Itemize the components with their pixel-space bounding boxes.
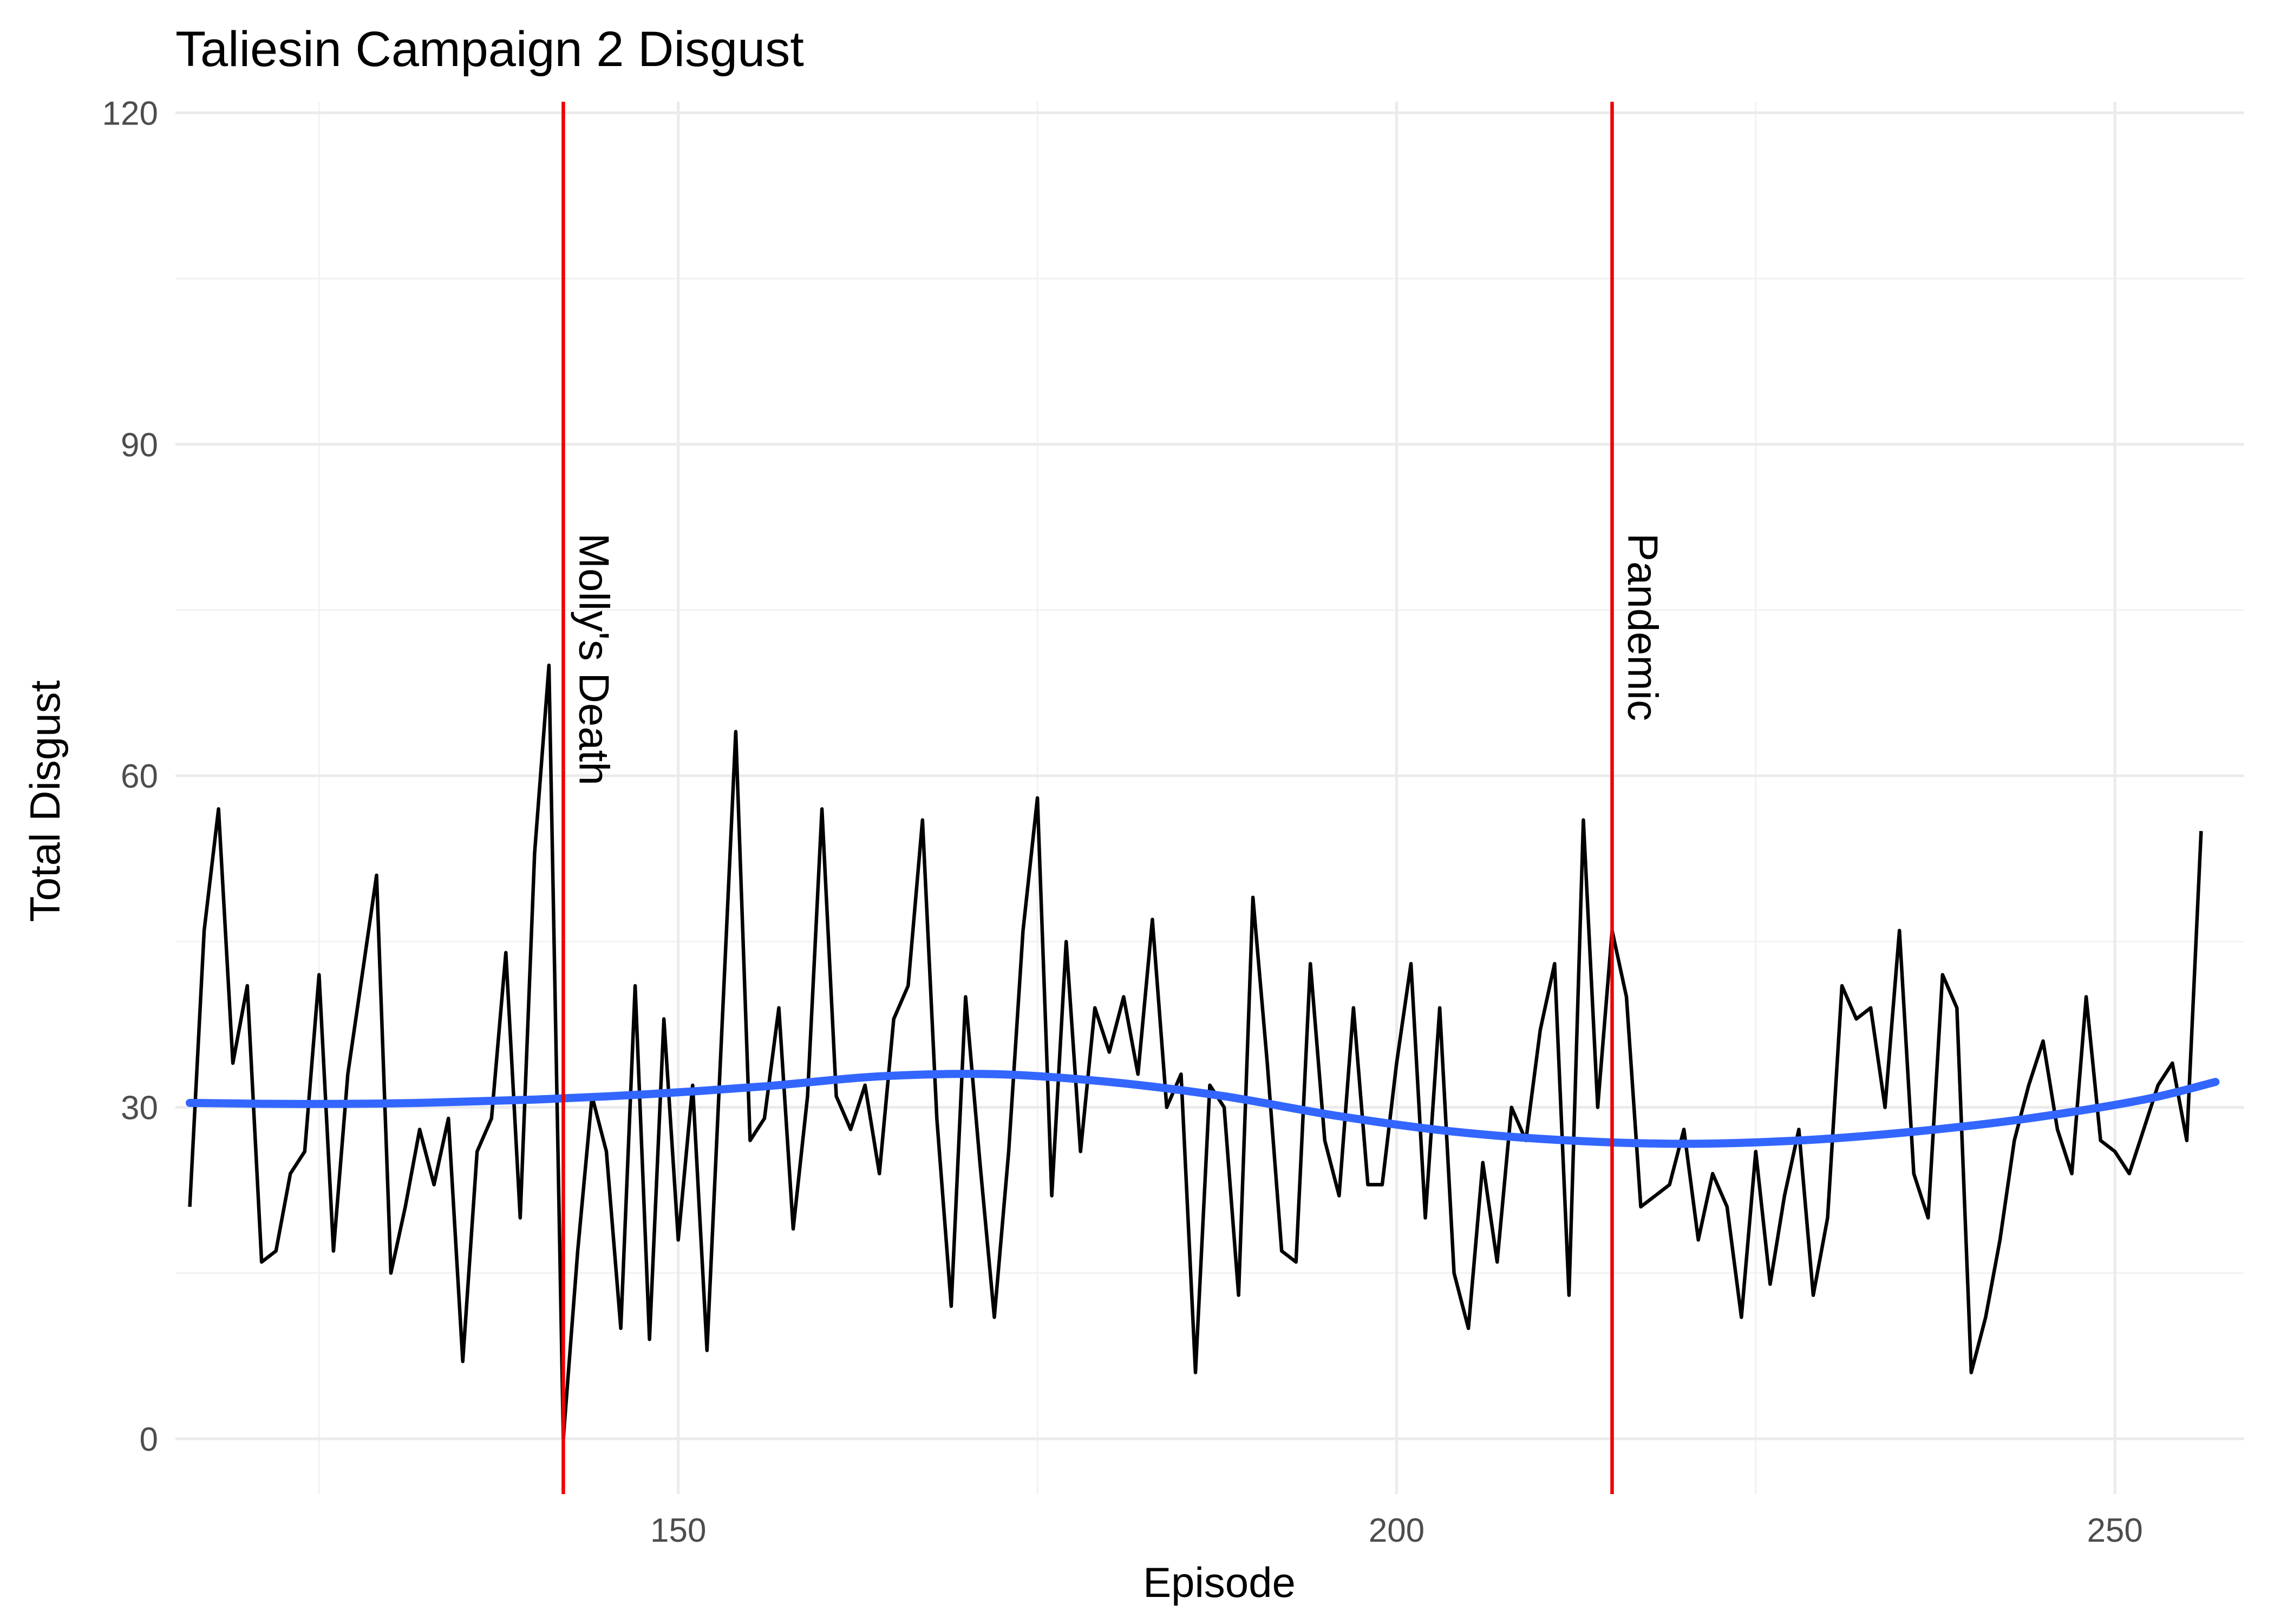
series-line	[188, 663, 2203, 1441]
chart-title: Taliesin Campaign 2 Disgust	[175, 22, 804, 77]
x-axis-label: Episode	[1143, 1558, 1296, 1606]
y-tick-label: 60	[121, 758, 158, 795]
grid	[175, 102, 2244, 1494]
vline-label-1: Pandemic	[1619, 533, 1667, 721]
vlines: Molly's Death Pandemic	[561, 102, 1667, 1494]
y-tick-label: 30	[121, 1090, 158, 1127]
y-axis-label: Total Disgust	[21, 680, 69, 922]
smooth-line	[186, 1070, 2220, 1148]
x-tick-label: 150	[650, 1512, 706, 1549]
y-tick-label: 0	[140, 1421, 158, 1458]
vline-label-0: Molly's Death	[570, 533, 618, 785]
x-tick-label: 200	[1369, 1512, 1424, 1549]
y-tick-label: 120	[102, 95, 158, 132]
tick-labels: 0 30 60 90 120 150 200 250	[102, 95, 2143, 1549]
x-tick-label: 250	[2087, 1512, 2142, 1549]
y-tick-label: 90	[121, 427, 158, 464]
